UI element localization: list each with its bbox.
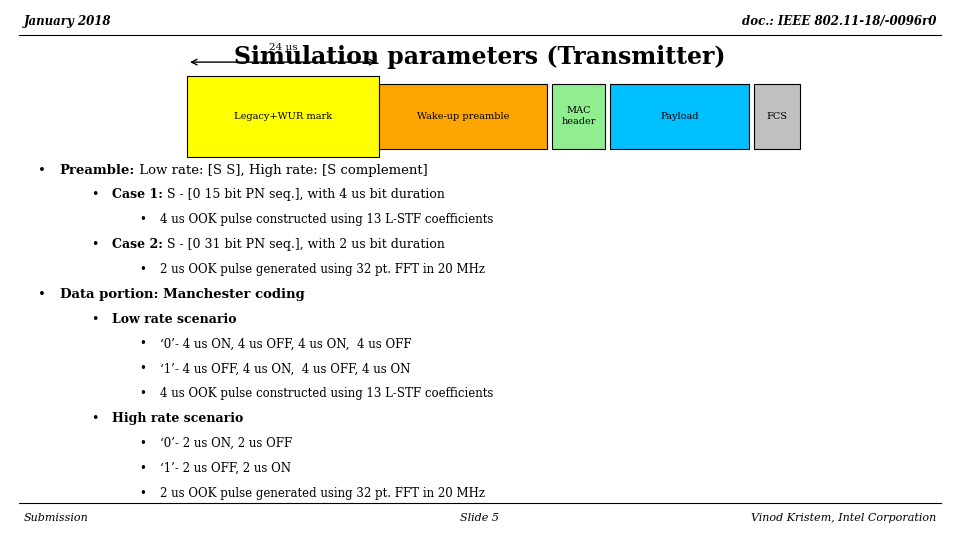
Text: MAC
header: MAC header: [562, 106, 595, 126]
Text: •: •: [139, 387, 146, 400]
Text: Case 1:: Case 1:: [112, 188, 163, 201]
Text: Vinod Kristem, Intel Corporation: Vinod Kristem, Intel Corporation: [751, 514, 936, 523]
FancyBboxPatch shape: [379, 84, 547, 148]
Text: Simulation parameters (Transmitter): Simulation parameters (Transmitter): [234, 45, 726, 69]
Text: ‘0’- 4 us ON, 4 us OFF, 4 us ON,  4 us OFF: ‘0’- 4 us ON, 4 us OFF, 4 us ON, 4 us OF…: [160, 338, 412, 350]
Text: ‘0’- 2 us ON, 2 us OFF: ‘0’- 2 us ON, 2 us OFF: [160, 437, 293, 450]
Text: •: •: [139, 487, 146, 500]
Text: •: •: [38, 164, 46, 177]
Text: •: •: [139, 263, 146, 276]
Text: Data portion: Manchester coding: Data portion: Manchester coding: [60, 288, 304, 301]
Text: •: •: [91, 238, 99, 251]
Text: doc.: IEEE 802.11-18/-0096r0: doc.: IEEE 802.11-18/-0096r0: [742, 15, 936, 28]
Text: 4 us OOK pulse constructed using 13 L-STF coefficients: 4 us OOK pulse constructed using 13 L-ST…: [160, 213, 493, 226]
Text: Payload: Payload: [660, 112, 699, 120]
FancyBboxPatch shape: [187, 76, 379, 157]
Text: S - [0 31 bit PN seq.], with 2 us bit duration: S - [0 31 bit PN seq.], with 2 us bit du…: [163, 238, 445, 251]
Text: 4 us OOK pulse constructed using 13 L-STF coefficients: 4 us OOK pulse constructed using 13 L-ST…: [160, 387, 493, 400]
Text: 24 μs: 24 μs: [269, 43, 298, 52]
Text: 2 us OOK pulse generated using 32 pt. FFT in 20 MHz: 2 us OOK pulse generated using 32 pt. FF…: [160, 263, 486, 276]
Text: •: •: [38, 288, 46, 301]
Text: Low rate scenario: Low rate scenario: [112, 313, 237, 326]
Text: Wake-up preamble: Wake-up preamble: [417, 112, 510, 120]
Text: •: •: [91, 188, 99, 201]
Text: ‘1’- 2 us OFF, 2 us ON: ‘1’- 2 us OFF, 2 us ON: [160, 462, 291, 475]
FancyBboxPatch shape: [610, 84, 749, 148]
Text: S - [0 15 bit PN seq.], with 4 us bit duration: S - [0 15 bit PN seq.], with 4 us bit du…: [163, 188, 445, 201]
Text: •: •: [139, 462, 146, 475]
Text: Legacy+WUR mark: Legacy+WUR mark: [234, 112, 332, 120]
FancyBboxPatch shape: [552, 84, 605, 148]
Text: •: •: [139, 338, 146, 350]
Text: FCS: FCS: [766, 112, 787, 120]
FancyBboxPatch shape: [754, 84, 800, 148]
Text: •: •: [91, 313, 99, 326]
Text: •: •: [139, 362, 146, 375]
Text: 2 us OOK pulse generated using 32 pt. FFT in 20 MHz: 2 us OOK pulse generated using 32 pt. FF…: [160, 487, 486, 500]
Text: Case 2:: Case 2:: [112, 238, 163, 251]
Text: Slide 5: Slide 5: [461, 514, 499, 523]
Text: Submission: Submission: [24, 514, 88, 523]
Text: Preamble:: Preamble:: [60, 164, 135, 177]
Text: January 2018: January 2018: [24, 15, 111, 28]
Text: •: •: [139, 437, 146, 450]
Text: •: •: [91, 412, 99, 425]
Text: •: •: [139, 213, 146, 226]
Text: High rate scenario: High rate scenario: [112, 412, 244, 425]
Text: Low rate: [S S], High rate: [S complement]: Low rate: [S S], High rate: [S complemen…: [135, 164, 427, 177]
Text: ‘1’- 4 us OFF, 4 us ON,  4 us OFF, 4 us ON: ‘1’- 4 us OFF, 4 us ON, 4 us OFF, 4 us O…: [160, 362, 411, 375]
